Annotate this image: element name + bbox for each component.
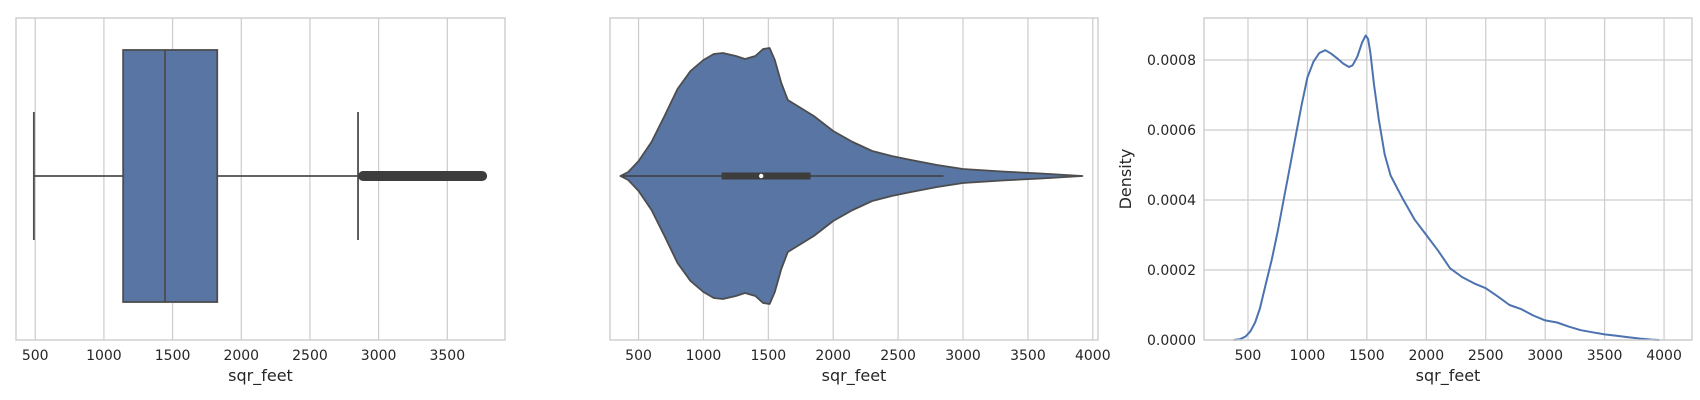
y-tick-label: 0.0006: [1147, 123, 1196, 139]
x-tick-label: 3000: [945, 348, 981, 364]
x-tick-label: 1500: [751, 348, 787, 364]
x-tick-label: 2000: [1408, 348, 1444, 364]
median-dot: [759, 173, 764, 179]
axes-frame: [15, 17, 506, 341]
x-tick-label: 4000: [1075, 348, 1111, 364]
x-tick-label: 1000: [86, 348, 122, 364]
inner-quartile-box: [721, 172, 811, 180]
x-tick-label: 1000: [1290, 348, 1326, 364]
x-tick-label: 2500: [292, 348, 328, 364]
x-tick-label: 3500: [1010, 348, 1046, 364]
x-tick-label: 500: [1235, 348, 1262, 364]
x-tick-label: 1500: [155, 348, 191, 364]
axes-frame: [609, 17, 1099, 341]
box-plot-panel: 500 1000 1500 2000 2500 3000 3500 sqr_feet: [15, 17, 506, 386]
y-axis-label: Density: [1116, 149, 1135, 210]
x-tick-label: 2500: [1468, 348, 1504, 364]
x-tick-label: 3000: [361, 348, 397, 364]
density-plot-panel: 500 1000 1500 2000 2500 3000 3500 4000 0.0000 0.0…: [1116, 17, 1693, 386]
x-tick-label: 2000: [815, 348, 851, 364]
x-tick-label: 4000: [1646, 348, 1682, 364]
interquartile-box: [122, 49, 219, 303]
y-tick-label: 0.0000: [1147, 333, 1196, 349]
x-tick-label: 1000: [686, 348, 722, 364]
y-tick-label: 0.0008: [1147, 53, 1196, 69]
x-tick-label: 3500: [429, 348, 465, 364]
y-tick-label: 0.0002: [1147, 263, 1196, 279]
violin-plot-panel: 500 1000 1500 2000 2500 3000 3500 4000 sqr_feet: [609, 17, 1111, 386]
x-tick-label: 1500: [1349, 348, 1385, 364]
density-line: [1233, 34, 1660, 341]
axes-frame: [1203, 17, 1693, 341]
outlier-markers: [358, 171, 488, 181]
x-tick-label: 500: [625, 348, 652, 364]
x-tick-label: 3000: [1527, 348, 1563, 364]
x-tick-label: 500: [22, 348, 49, 364]
x-axis-label: sqr_feet: [228, 366, 293, 386]
x-axis-label: sqr_feet: [1416, 366, 1481, 386]
x-tick-label: 3500: [1587, 348, 1623, 364]
y-tick-label: 0.0004: [1147, 193, 1196, 209]
x-tick-label: 2000: [223, 348, 259, 364]
x-axis-label: sqr_feet: [822, 366, 887, 386]
x-tick-label: 2500: [880, 348, 916, 364]
